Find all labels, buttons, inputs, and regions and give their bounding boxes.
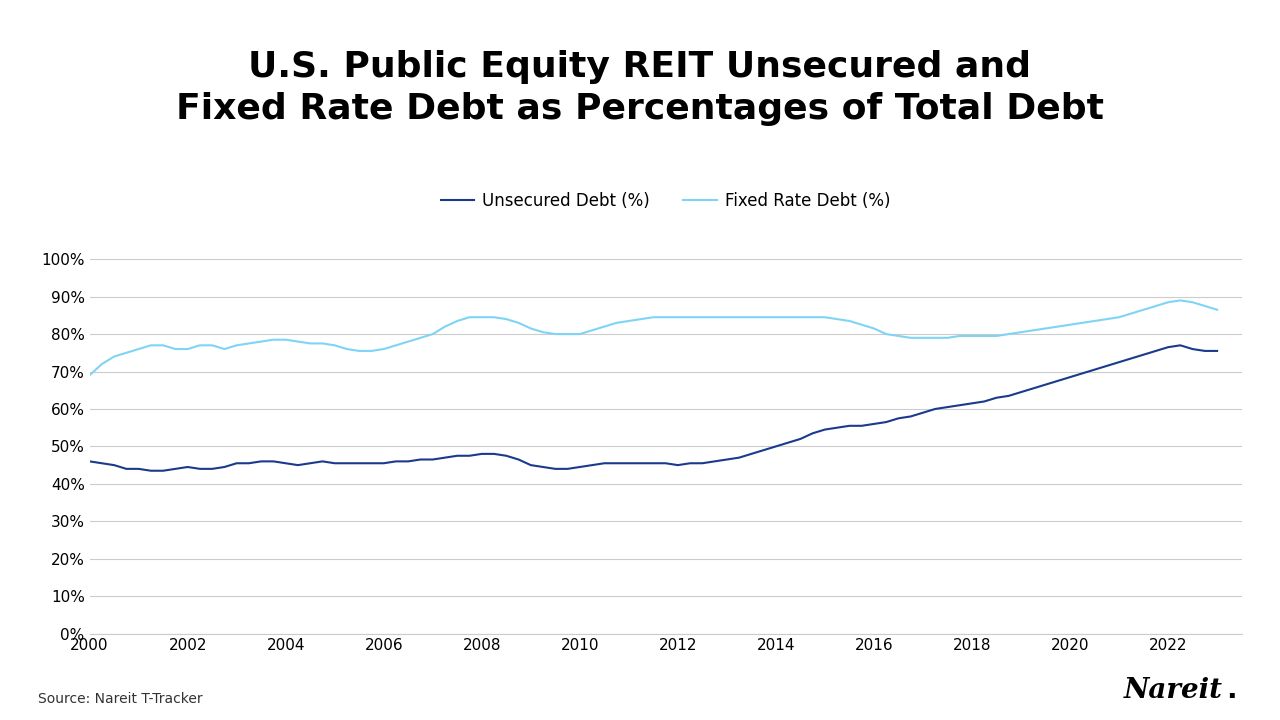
Fixed Rate Debt (%) xyxy=(977,332,992,341)
Text: Nareit: Nareit xyxy=(1124,677,1222,704)
Unsecured Debt (%) xyxy=(143,467,159,475)
Unsecured Debt (%) xyxy=(658,459,673,467)
Text: Source: Nareit T-Tracker: Source: Nareit T-Tracker xyxy=(38,692,204,706)
Unsecured Debt (%) xyxy=(241,459,256,467)
Unsecured Debt (%) xyxy=(82,457,97,466)
Fixed Rate Debt (%) xyxy=(1210,305,1225,314)
Fixed Rate Debt (%) xyxy=(266,336,282,344)
Fixed Rate Debt (%) xyxy=(1172,296,1188,305)
Fixed Rate Debt (%) xyxy=(315,339,330,348)
Unsecured Debt (%) xyxy=(1210,346,1225,355)
Fixed Rate Debt (%) xyxy=(645,313,660,322)
Line: Fixed Rate Debt (%): Fixed Rate Debt (%) xyxy=(90,300,1217,375)
Fixed Rate Debt (%) xyxy=(229,341,244,350)
Fixed Rate Debt (%) xyxy=(82,371,97,379)
Unsecured Debt (%) xyxy=(989,393,1005,402)
Fixed Rate Debt (%) xyxy=(867,324,882,333)
Unsecured Debt (%) xyxy=(326,459,342,467)
Line: Unsecured Debt (%): Unsecured Debt (%) xyxy=(90,346,1217,471)
Unsecured Debt (%) xyxy=(278,459,293,467)
Unsecured Debt (%) xyxy=(878,418,893,426)
Legend: Unsecured Debt (%), Fixed Rate Debt (%): Unsecured Debt (%), Fixed Rate Debt (%) xyxy=(434,185,897,217)
Text: U.S. Public Equity REIT Unsecured and
Fixed Rate Debt as Percentages of Total De: U.S. Public Equity REIT Unsecured and Fi… xyxy=(177,50,1103,127)
Unsecured Debt (%) xyxy=(1172,341,1188,350)
Text: .: . xyxy=(1226,676,1236,704)
